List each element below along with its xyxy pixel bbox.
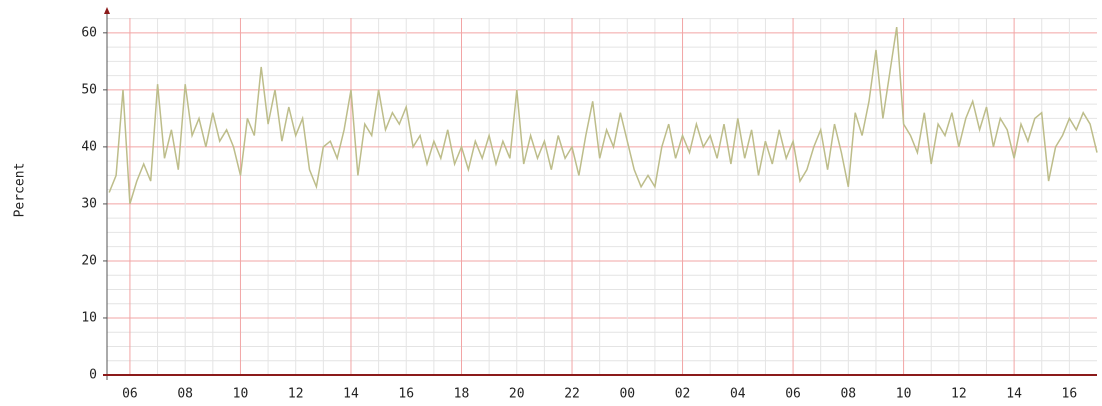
x-tick-label: 12 [951,387,967,402]
y-tick-label: 50 [81,82,97,97]
x-tick-label: 06 [785,387,801,402]
x-tick-label: 10 [233,387,249,402]
x-tick-label: 06 [122,387,138,402]
x-tick-label: 22 [564,387,580,402]
y-tick-label: 20 [81,253,97,268]
y-tick-label: 40 [81,139,97,154]
x-tick-label: 08 [840,387,856,402]
marks [108,26,1098,205]
axis-arrow [104,7,110,14]
x-tick-label: 04 [730,387,746,402]
x-tick-label: 10 [896,387,912,402]
x-tick-label: 08 [177,387,193,402]
grid [103,18,1097,376]
x-tick-label: 14 [343,387,359,402]
x-tick-label: 20 [509,387,525,402]
y-axis-label: Percent [13,163,28,218]
y-tick-label: 30 [81,196,97,211]
y-tick-label: 60 [81,25,97,40]
series-line [108,26,1098,205]
y-tick-label: 10 [81,310,97,325]
x-tick-label: 16 [1062,387,1078,402]
x-tick-label: 12 [288,387,304,402]
x-tick-label: 16 [398,387,414,402]
x-tick-label: 14 [1006,387,1022,402]
y-tick-label: 0 [89,368,97,383]
x-tick-label: 00 [619,387,635,402]
x-tick-label: 18 [454,387,470,402]
x-tick-label: 02 [675,387,691,402]
